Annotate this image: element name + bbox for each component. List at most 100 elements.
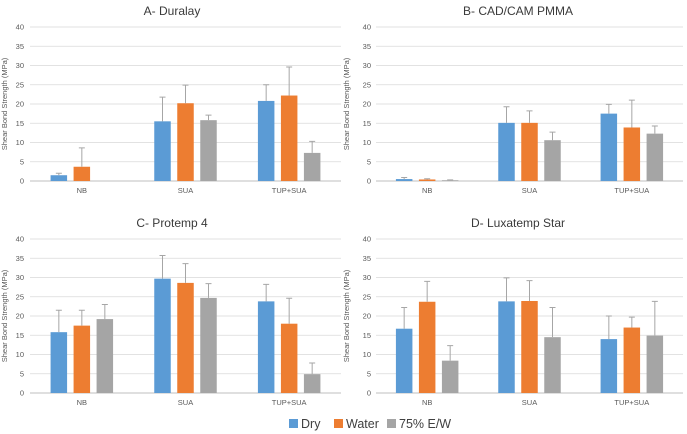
error-bar xyxy=(401,177,408,180)
legend-label-water: Water xyxy=(346,417,379,431)
y-tick-label: 10 xyxy=(16,138,24,147)
bar-dry-tup-sua xyxy=(257,100,275,181)
x-tick-label: TUP+SUA xyxy=(614,398,649,407)
legend-swatch-dry xyxy=(289,419,298,428)
error-bar xyxy=(78,309,85,326)
error-bar xyxy=(424,178,431,180)
y-axis-label: Shear Bond Strength (MPa) xyxy=(0,269,9,362)
bar-water-sua xyxy=(521,122,538,181)
y-tick-label: 35 xyxy=(363,42,371,51)
x-tick-label: SUA xyxy=(522,186,537,195)
y-tick-label: 15 xyxy=(363,119,371,128)
bar-75-e-w-tup-sua xyxy=(646,133,664,181)
x-tick-label: SUA xyxy=(522,398,537,407)
bar-75-e-w-sua xyxy=(544,140,561,181)
bar-75-e-w-nb xyxy=(441,180,459,181)
error-bar xyxy=(55,309,62,333)
y-tick-label: 20 xyxy=(16,100,24,109)
y-tick-label: 40 xyxy=(363,235,371,244)
x-tick-label: NB xyxy=(77,398,87,407)
bar-dry-nb xyxy=(395,328,413,393)
y-tick-label: 30 xyxy=(363,61,371,70)
bar-75-e-w-nb xyxy=(441,360,459,393)
y-tick-label: 40 xyxy=(16,235,24,244)
bar-water-nb xyxy=(418,301,436,393)
bar-75-e-w-tup-sua xyxy=(303,152,321,181)
error-bar xyxy=(309,362,316,375)
legend-swatch-water xyxy=(334,419,343,428)
y-tick-label: 20 xyxy=(16,312,24,321)
bar-75-e-w-sua xyxy=(544,337,561,393)
error-bar xyxy=(78,147,85,167)
error-bar xyxy=(101,303,108,320)
error-bar xyxy=(628,316,635,328)
panel-d-luxatemp-star: D- Luxatemp Star Shear Bond Strength (MPa… xyxy=(342,216,683,407)
x-tick-label: NB xyxy=(422,398,432,407)
y-tick-label: 30 xyxy=(16,61,24,70)
error-bar xyxy=(605,103,612,114)
y-tick-label: 20 xyxy=(363,100,371,109)
error-bar xyxy=(503,277,510,302)
error-bar xyxy=(55,172,62,176)
error-bar xyxy=(205,283,212,298)
y-tick-label: 15 xyxy=(16,331,24,340)
bar-water-nb xyxy=(73,325,91,393)
error-bar xyxy=(651,125,658,134)
y-tick-label: 25 xyxy=(16,80,24,89)
y-tick-label: 25 xyxy=(16,292,24,301)
y-axis-label: Shear Bond Strength (MPa) xyxy=(342,269,351,362)
x-tick-label: SUA xyxy=(178,186,193,195)
error-bar xyxy=(205,114,212,121)
y-tick-label: 10 xyxy=(363,350,371,359)
error-bar xyxy=(526,110,533,123)
y-tick-label: 5 xyxy=(20,369,24,378)
legend-label-75-e-w: 75% E/W xyxy=(399,417,451,431)
legend: Dry Water 75% E/W xyxy=(289,417,451,431)
y-tick-label: 30 xyxy=(363,273,371,282)
legend-label-dry: Dry xyxy=(301,417,321,431)
panel-a-duralay: A- Duralay Shear Bond Strength (MPa) 0 5 10 1… xyxy=(0,4,341,195)
y-tick-label: 35 xyxy=(16,254,24,263)
bar-dry-nb xyxy=(50,175,68,181)
x-tick-label: TUP+SUA xyxy=(614,186,649,195)
error-bar xyxy=(549,307,556,338)
error-bar xyxy=(309,140,316,153)
error-bar xyxy=(159,255,166,279)
bar-water-tup-sua xyxy=(623,327,641,393)
x-tick-label: TUP+SUA xyxy=(272,186,307,195)
y-axis-label: Shear Bond Strength (MPa) xyxy=(342,57,351,150)
y-tick-label: 40 xyxy=(16,23,24,32)
y-tick-label: 30 xyxy=(16,273,24,282)
bar-water-nb xyxy=(418,179,436,181)
bar-dry-nb xyxy=(50,332,68,393)
y-tick-label: 25 xyxy=(363,292,371,301)
bar-75-e-w-nb xyxy=(96,319,114,393)
y-tick-label: 10 xyxy=(363,138,371,147)
y-tick-label: 40 xyxy=(363,23,371,32)
y-axis-label: Shear Bond Strength (MPa) xyxy=(0,57,9,150)
error-bar xyxy=(263,283,270,302)
y-tick-label: 5 xyxy=(367,369,371,378)
bar-75-e-w-sua xyxy=(200,297,217,393)
bar-water-sua xyxy=(521,300,538,393)
error-bar xyxy=(286,297,293,324)
y-tick-label: 15 xyxy=(363,331,371,340)
x-tick-label: NB xyxy=(422,186,432,195)
y-tick-label: 35 xyxy=(16,42,24,51)
bar-dry-sua xyxy=(498,301,515,393)
y-tick-label: 0 xyxy=(367,177,371,186)
y-tick-label: 25 xyxy=(363,80,371,89)
bar-dry-nb xyxy=(395,179,413,181)
panel-title: C- Protemp 4 xyxy=(136,216,208,230)
bar-75-e-w-sua xyxy=(200,120,217,181)
error-bar xyxy=(182,84,189,104)
error-bar xyxy=(424,280,431,302)
error-bar xyxy=(526,280,533,301)
bar-water-nb xyxy=(73,166,91,181)
bar-water-tup-sua xyxy=(623,127,641,181)
error-bar xyxy=(503,106,510,123)
y-tick-label: 15 xyxy=(16,119,24,128)
error-bar xyxy=(651,300,658,336)
bar-75-e-w-tup-sua xyxy=(303,374,321,393)
